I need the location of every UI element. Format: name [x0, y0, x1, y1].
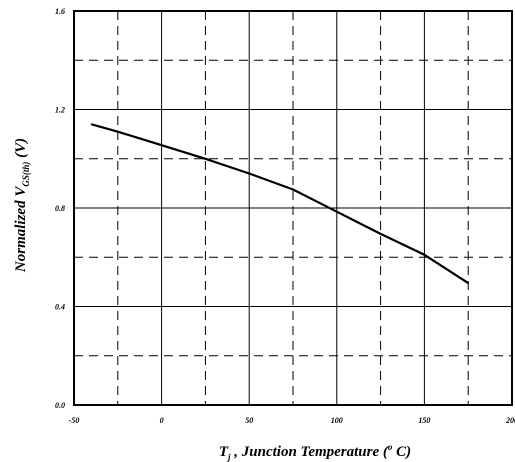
x-tick-label: 150: [418, 416, 430, 425]
x-tick-label: 0: [160, 416, 164, 425]
data-point: [292, 189, 294, 191]
series-points: [91, 123, 469, 283]
data-point: [336, 211, 338, 213]
data-point: [205, 158, 207, 160]
y-tick-label: 0.8: [55, 204, 65, 213]
x-tick-label: 200: [505, 416, 515, 425]
y-tick-label: 1.6: [55, 7, 65, 16]
data-point: [161, 144, 163, 146]
x-tick-label: 100: [331, 416, 343, 425]
y-tick-label: 0.4: [55, 303, 65, 312]
data-point: [424, 254, 426, 256]
x-axis-label: Tj , Junction Temperature (o C): [219, 442, 411, 462]
series-line: [92, 124, 469, 283]
x-tick-label: -50: [69, 416, 80, 425]
y-tick-label: 1.2: [55, 106, 65, 115]
data-point: [467, 282, 469, 284]
data-point: [117, 131, 119, 133]
y-tick-label: 0.0: [55, 401, 65, 410]
x-tick-labels: -50 0 50 100 150 200: [69, 416, 515, 425]
grid: [74, 11, 512, 405]
y-tick-labels: 0.0 0.4 0.8 1.2 1.6: [55, 7, 65, 410]
data-point: [380, 233, 382, 235]
x-tick-label: 50: [245, 416, 253, 425]
y-axis-label: Normalized VGS(th) (V): [13, 138, 31, 273]
data-point: [248, 173, 250, 175]
data-point: [91, 123, 93, 125]
